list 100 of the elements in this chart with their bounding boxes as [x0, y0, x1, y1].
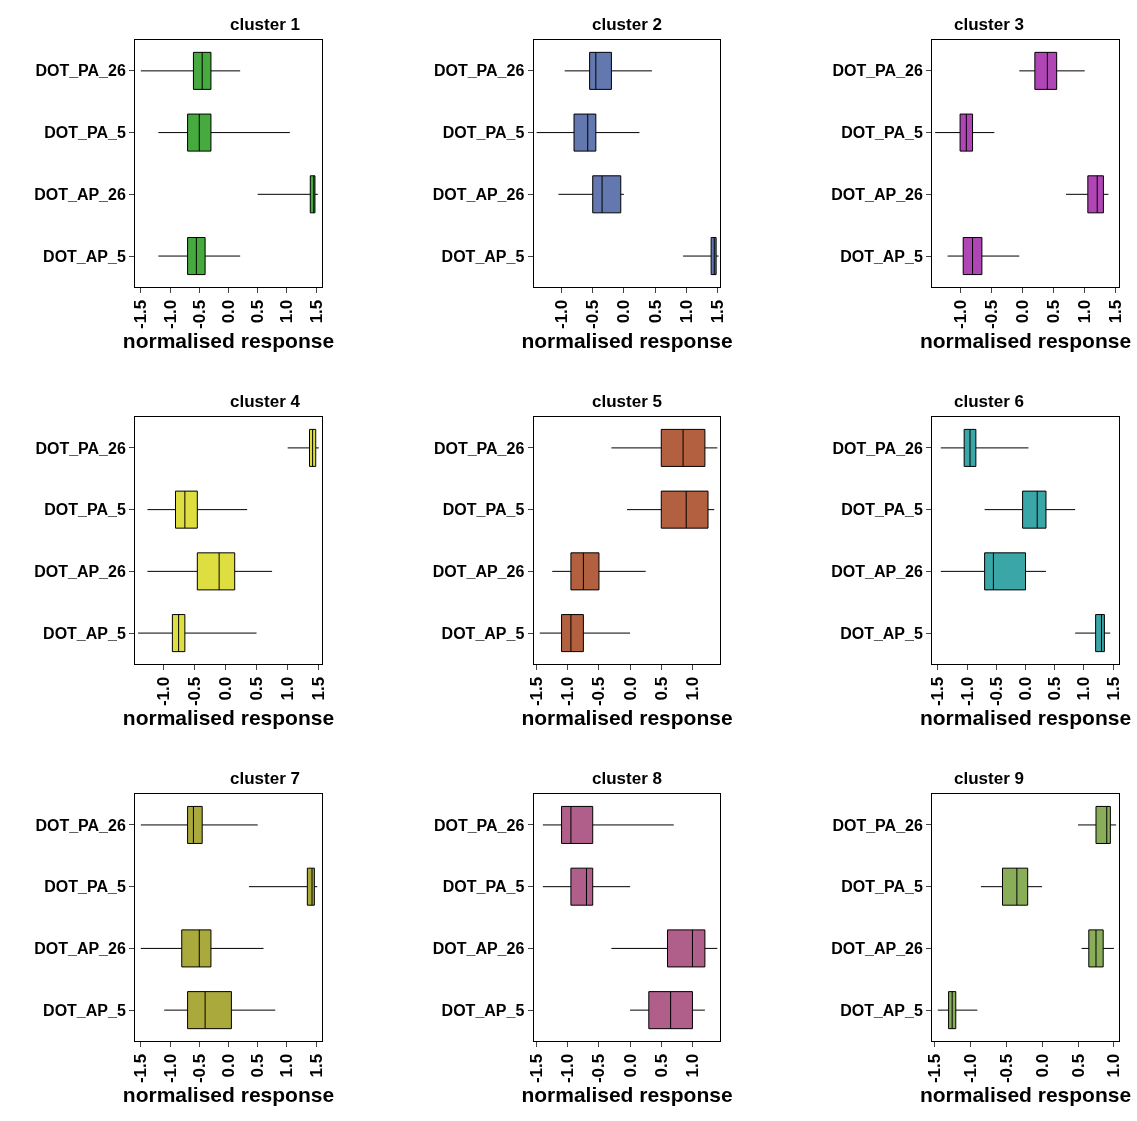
y-tick-label: DOT_PA_26: [433, 439, 525, 457]
x-tick-label: 0.5: [247, 676, 267, 701]
x-axis-title: normalised response: [919, 329, 1132, 353]
x-tick-label: -1.0: [160, 299, 180, 330]
y-tick-label: DOT_AP_26: [831, 185, 923, 203]
x-tick-label: 1.0: [676, 299, 696, 324]
x-tick-label: 0.5: [1045, 676, 1065, 701]
x-tick-label: 1.5: [707, 299, 727, 324]
x-tick-label: -0.5: [189, 1053, 209, 1084]
x-tick-label: 0.5: [248, 1053, 268, 1078]
y-tick-label: DOT_PA_5: [44, 124, 126, 142]
y-tick-label: DOT_PA_5: [44, 878, 126, 896]
x-tick-label: 1.0: [1104, 1053, 1124, 1078]
x-axis-title: normalised response: [122, 329, 335, 353]
x-tick-label: -0.5: [996, 1053, 1016, 1084]
y-tick-label: DOT_AP_5: [840, 1001, 923, 1019]
x-axis-title: normalised response: [919, 1083, 1132, 1107]
x-tick-label: 0.5: [645, 299, 665, 324]
x-tick-label: -0.5: [589, 676, 609, 707]
x-tick-label: 0.0: [215, 676, 235, 701]
y-tick-label: DOT_AP_5: [43, 1001, 126, 1019]
x-tick-label: 0.5: [248, 299, 268, 324]
x-tick-label: -1.0: [558, 1053, 578, 1084]
chart-title: cluster 9: [954, 769, 1024, 788]
y-tick-label: DOT_AP_5: [840, 247, 923, 265]
x-tick-label: -0.5: [981, 299, 1001, 330]
x-tick-label: 0.5: [1044, 299, 1064, 324]
y-tick-label: DOT_PA_26: [832, 816, 923, 834]
y-tick-label: DOT_AP_5: [43, 247, 126, 265]
x-tick-label: 0.0: [1032, 1053, 1052, 1078]
x-tick-label: 0.0: [620, 1053, 640, 1078]
y-tick-label: DOT_AP_26: [34, 562, 126, 580]
x-tick-label: 0.0: [1016, 676, 1036, 701]
x-tick-label: -1.0: [558, 676, 578, 707]
y-tick-label: DOT_PA_26: [35, 816, 126, 834]
x-tick-label: 0.5: [651, 1053, 671, 1078]
chart-title: cluster 5: [592, 392, 662, 411]
x-tick-label: -1.0: [552, 299, 572, 330]
x-tick-label: 1.5: [306, 299, 326, 324]
chart-title: cluster 2: [592, 15, 662, 34]
x-tick-label: 0.0: [614, 299, 634, 324]
y-tick-label: DOT_PA_26: [832, 62, 923, 80]
y-tick-label: DOT_AP_5: [441, 247, 525, 265]
x-tick-label: 1.5: [1106, 299, 1126, 324]
x-tick-label: 1.0: [277, 299, 297, 324]
x-tick-label: 1.0: [682, 1053, 702, 1078]
x-tick-label: -1.5: [527, 1053, 547, 1084]
x-tick-label: 0.5: [651, 676, 671, 701]
y-tick-label: DOT_PA_5: [442, 878, 525, 896]
y-tick-label: DOT_PA_5: [841, 501, 923, 519]
x-tick-label: -0.5: [589, 1053, 609, 1084]
x-axis-title: normalised response: [521, 329, 733, 353]
x-tick-label: -1.5: [131, 299, 151, 330]
x-tick-label: 1.0: [1074, 676, 1094, 701]
x-tick-label: 0.0: [219, 299, 238, 324]
chart-title: cluster 3: [954, 15, 1024, 34]
chart-title: cluster 7: [230, 769, 300, 788]
x-tick-label: -0.5: [189, 299, 209, 330]
y-tick-label: DOT_PA_5: [442, 124, 525, 142]
y-tick-label: DOT_PA_26: [35, 62, 126, 80]
y-tick-label: DOT_PA_26: [433, 816, 525, 834]
x-tick-label: 1.0: [1075, 299, 1095, 324]
x-axis-title: normalised response: [122, 1083, 335, 1107]
x-tick-label: -1.0: [153, 676, 173, 707]
x-tick-label: 1.0: [277, 1053, 297, 1078]
x-tick-label: 0.0: [620, 676, 640, 701]
y-tick-label: DOT_PA_26: [35, 439, 126, 457]
x-axis-title: normalised response: [521, 706, 733, 730]
x-tick-label: -1.5: [924, 1053, 944, 1084]
y-tick-label: DOT_AP_26: [34, 940, 126, 958]
y-tick-label: DOT_AP_26: [432, 185, 525, 203]
x-tick-label: -1.0: [957, 676, 977, 707]
x-tick-label: -1.0: [950, 299, 970, 330]
x-axis-title: normalised response: [122, 706, 335, 730]
y-tick-label: DOT_PA_26: [433, 62, 525, 80]
chart-title: cluster 8: [592, 769, 662, 788]
y-tick-label: DOT_PA_5: [841, 878, 923, 896]
x-tick-label: 1.0: [278, 676, 298, 701]
y-tick-label: DOT_PA_5: [841, 124, 923, 142]
x-tick-label: 0.0: [219, 1053, 238, 1078]
y-tick-label: DOT_AP_26: [831, 940, 923, 958]
x-tick-label: 1.0: [682, 676, 702, 701]
y-tick-label: DOT_AP_5: [441, 624, 525, 642]
x-axis-title: normalised response: [919, 706, 1132, 730]
x-tick-label: -0.5: [583, 299, 603, 330]
x-tick-label: -1.0: [160, 1053, 180, 1084]
y-tick-label: DOT_AP_26: [432, 940, 525, 958]
x-tick-label: -0.5: [986, 676, 1006, 707]
y-tick-label: DOT_PA_26: [832, 439, 923, 457]
y-tick-label: DOT_PA_5: [44, 501, 126, 519]
chart-title: cluster 4: [230, 392, 301, 411]
y-tick-label: DOT_AP_5: [43, 624, 126, 642]
x-axis-title: normalised response: [521, 1083, 733, 1107]
x-tick-label: -0.5: [184, 676, 204, 707]
y-tick-label: DOT_AP_26: [831, 562, 923, 580]
x-tick-label: -1.5: [131, 1053, 151, 1084]
x-tick-label: 0.5: [1068, 1053, 1088, 1078]
chart-title: cluster 1: [230, 15, 300, 34]
y-tick-label: DOT_AP_26: [34, 185, 126, 203]
y-tick-label: DOT_AP_5: [441, 1001, 525, 1019]
